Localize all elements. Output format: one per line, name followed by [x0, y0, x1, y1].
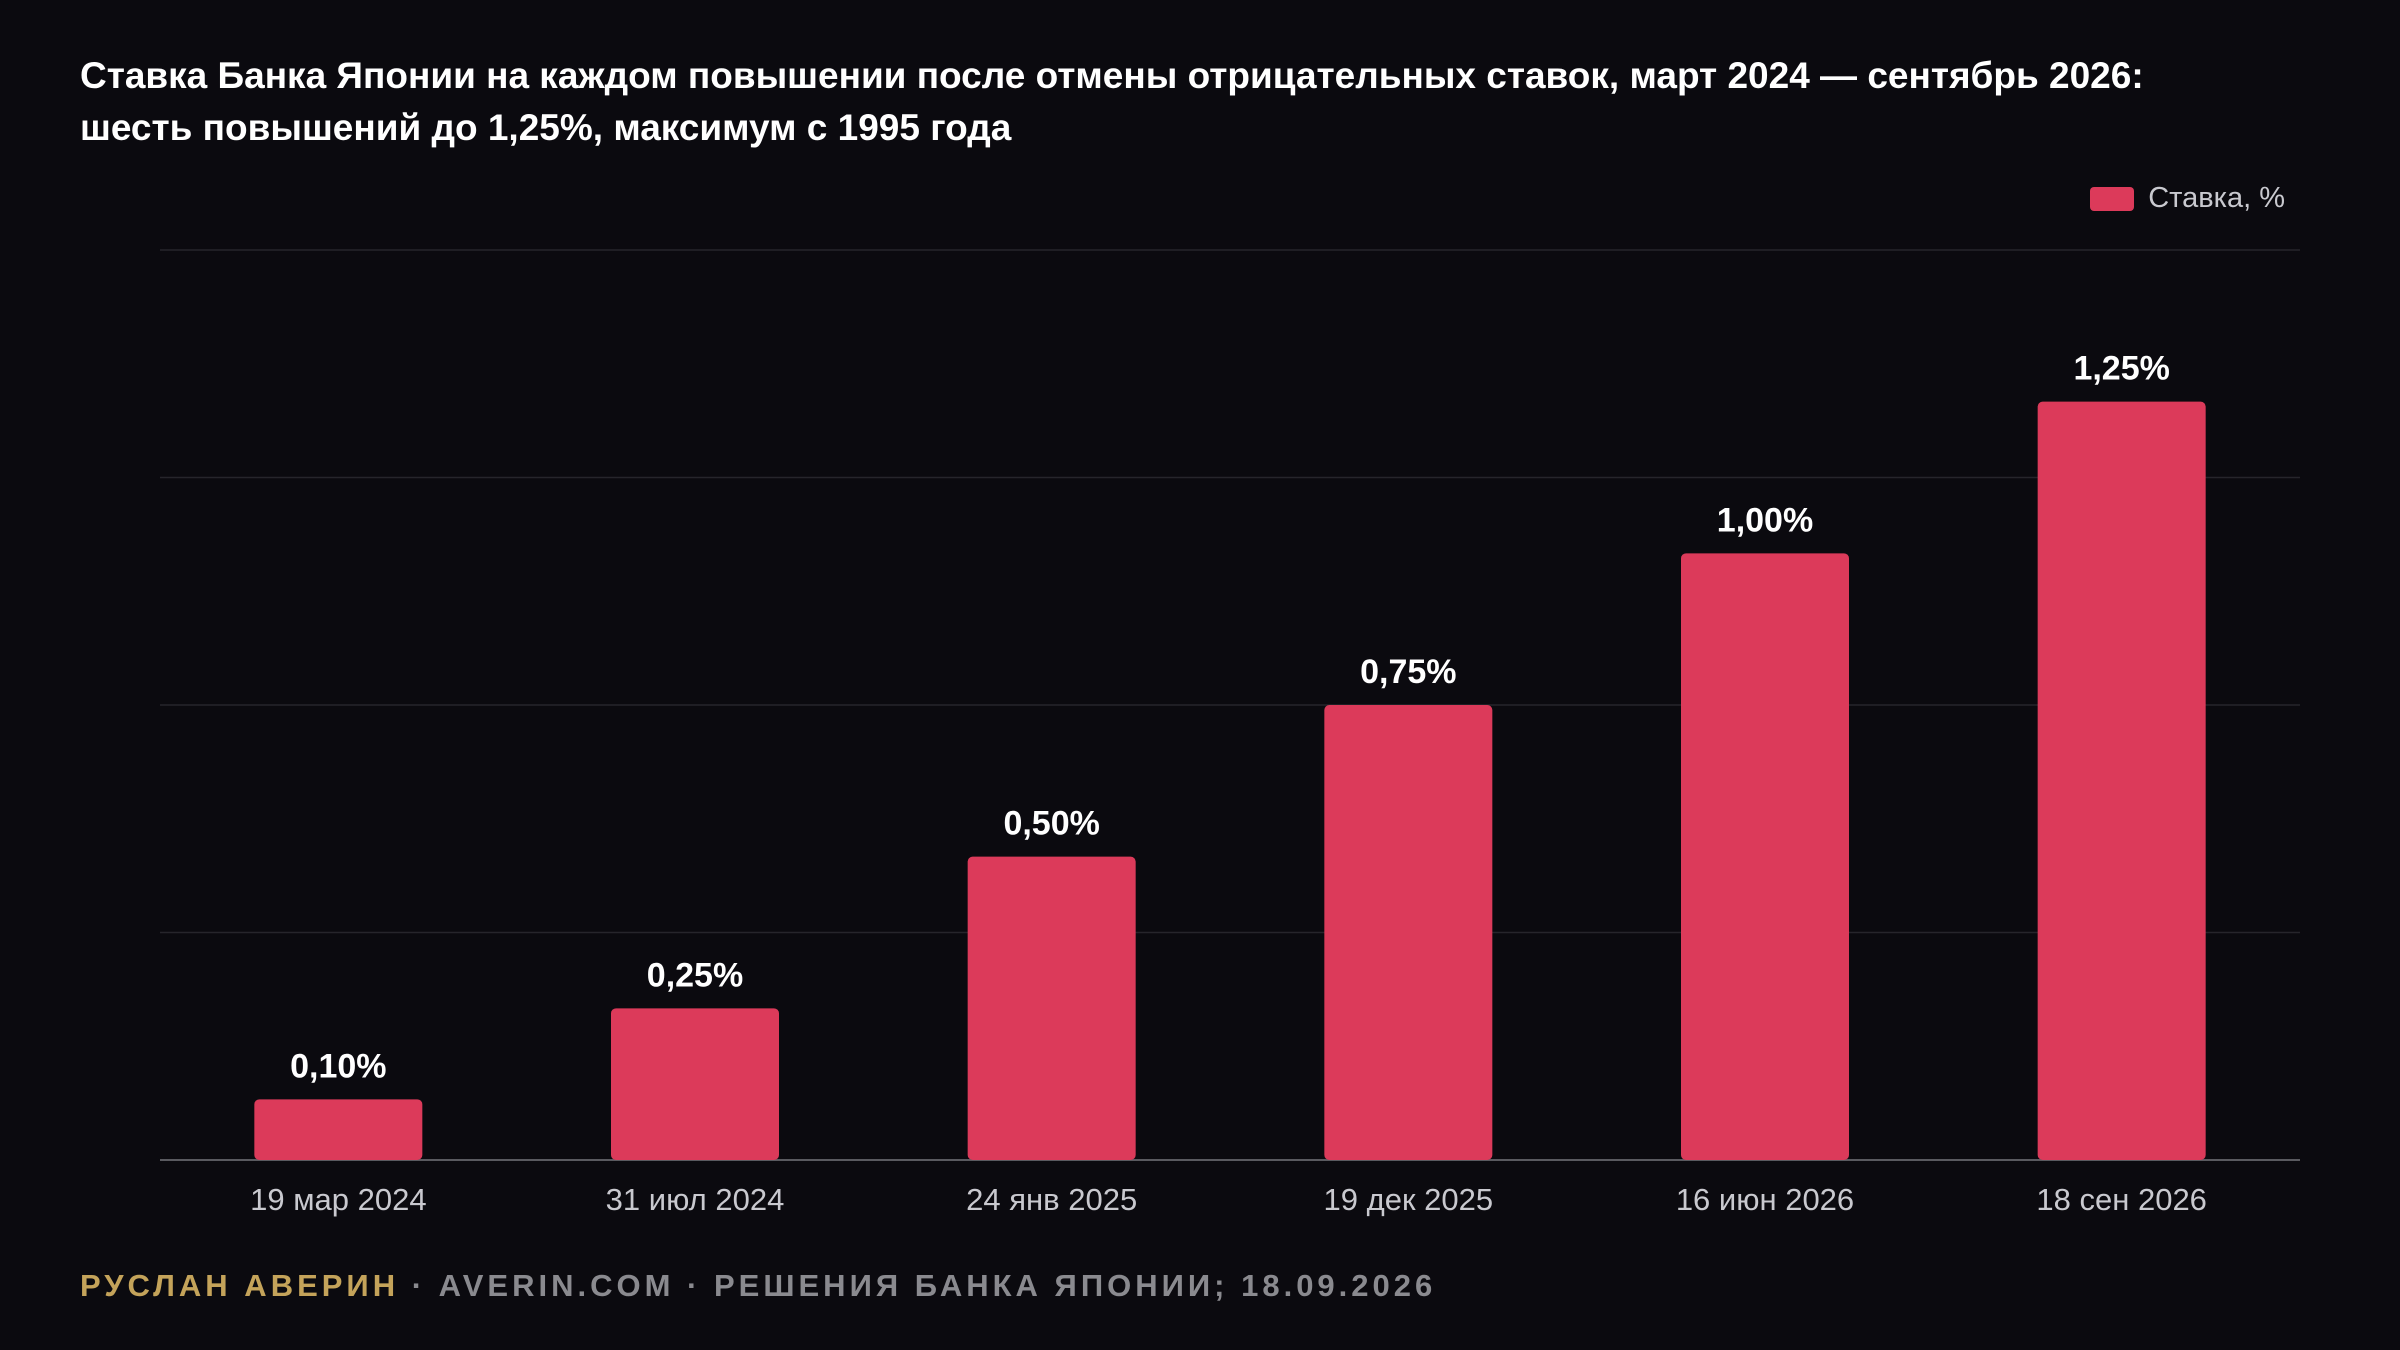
- footer-author: РУСЛАН АВЕРИН: [80, 1268, 400, 1303]
- chart-title-line-2: шесть повышений до 1,25%, максимум с 199…: [80, 107, 1012, 148]
- value-labels: 0,10% 0,25% 0,50% 0,75% 1,00% 1,25%: [290, 350, 2170, 1086]
- bar-value-label: 0,75%: [1360, 653, 1456, 691]
- bar: [611, 1008, 779, 1160]
- legend: Ставка, %: [2090, 182, 2285, 215]
- footer-separator-2: ·: [674, 1268, 714, 1303]
- bar-chart: 0,10% 0,25% 0,50% 0,75% 1,00% 1,25% 19 мар 20…: [160, 249, 2300, 1217]
- chart-title: Ставка Банка Японии на каждом повышении …: [80, 50, 2320, 154]
- bar-value-label: 0,25%: [647, 956, 743, 994]
- x-tick-label: 18 сен 2026: [2036, 1182, 2207, 1217]
- x-tick-label: 16 июн 2026: [1676, 1182, 1854, 1217]
- grid-lines: [160, 249, 2300, 1161]
- legend-swatch: [2090, 186, 2135, 211]
- bar-value-label: 0,10%: [290, 1047, 386, 1085]
- legend-label: Ставка, %: [2148, 182, 2285, 214]
- bar: [254, 1099, 423, 1160]
- x-tick-label: 19 мар 2024: [250, 1182, 426, 1217]
- x-tick-label: 24 янв 2025: [966, 1182, 1137, 1217]
- footer-credits: РУСЛАН АВЕРИН · AVERIN.COM · РЕШЕНИЯ БАН…: [80, 1268, 1436, 1304]
- bar-value-label: 1,25%: [2073, 350, 2169, 388]
- bar: [967, 856, 1136, 1160]
- footer-site: AVERIN.COM: [438, 1268, 675, 1303]
- bar-value-label: 1,00%: [1717, 501, 1813, 539]
- footer-separator-1: ·: [399, 1268, 439, 1303]
- bar: [2037, 401, 2206, 1161]
- bar: [1681, 553, 1849, 1160]
- chart-title-line-1: Ставка Банка Японии на каждом повышении …: [80, 55, 2144, 96]
- bar: [1324, 705, 1493, 1160]
- bars: [254, 401, 2206, 1161]
- x-tick-label: 19 дек 2025: [1324, 1182, 1494, 1217]
- x-tick-label: 31 июл 2024: [606, 1182, 785, 1217]
- footer-source: РЕШЕНИЯ БАНКА ЯПОНИИ; 18.09.2026: [714, 1268, 1437, 1303]
- x-tick-labels: 19 мар 2024 31 июл 2024 24 янв 2025 19 дек …: [250, 1182, 2207, 1217]
- bar-value-label: 0,50%: [1003, 805, 1099, 843]
